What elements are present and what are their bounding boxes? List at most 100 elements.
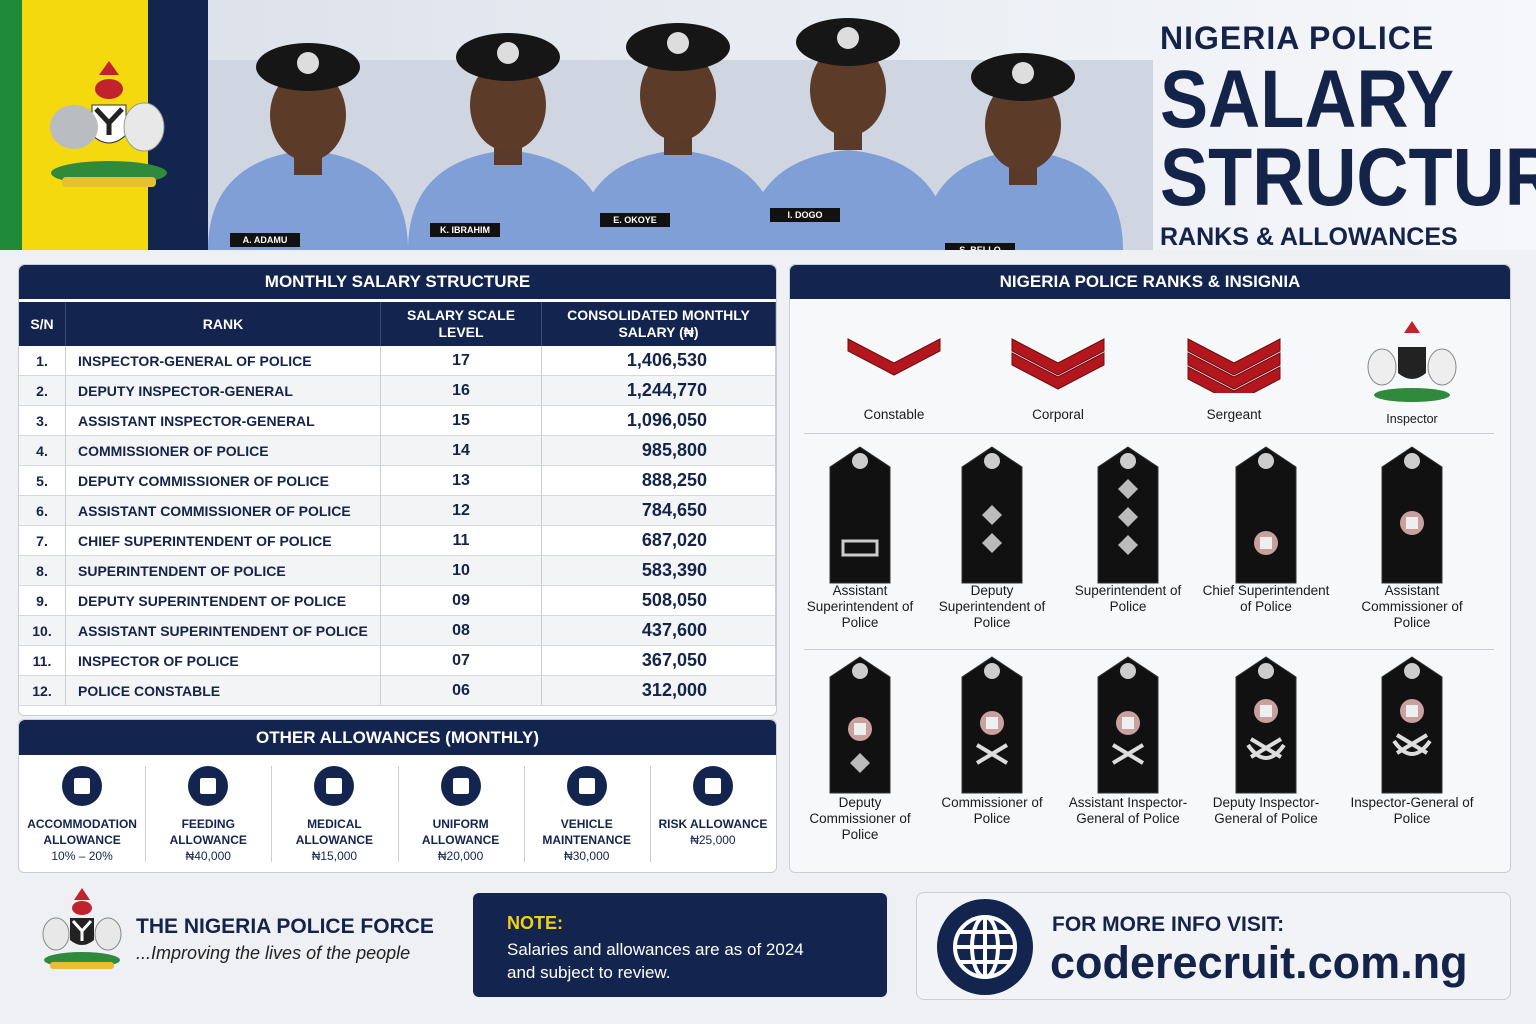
allowance: ACCOMMODATION ALLOWANCE 10% – 20% [23, 816, 141, 864]
allowances-panel: OTHER ALLOWANCES (MONTHLY) ACCOMMODATION… [18, 719, 777, 873]
rank-label: Constable [863, 407, 925, 422]
globe-icon [937, 899, 1033, 995]
allowance: MEDICAL ALLOWANCE ₦15,000 [275, 816, 393, 864]
salary: 1,096,050 [542, 406, 776, 436]
rank-label: Sergeant [1206, 407, 1262, 422]
row-number: 3. [19, 406, 66, 436]
name-tag: K. IBRAHIM [440, 225, 490, 235]
allowance-amount: ₦25,000 [690, 833, 736, 847]
note-box: NOTE: Salaries and allowances are as of … [473, 893, 887, 997]
rank-label: Commissioner of Police [941, 795, 1043, 826]
salary: 687,020 [542, 526, 776, 556]
rank-label: Assistant Commissioner of Police [1361, 583, 1463, 630]
row-number: 12. [19, 676, 66, 706]
scale-level: 06 [381, 676, 542, 706]
allowances-title: OTHER ALLOWANCES (MONTHLY) [19, 720, 776, 755]
allowance: UNIFORM ALLOWANCE ₦20,000 [402, 816, 520, 864]
rank-name: COMMISSIONER OF POLICE [66, 436, 381, 466]
allowance-name: RISK ALLOWANCE [658, 817, 768, 831]
salary: 583,390 [542, 556, 776, 586]
salary: 985,800 [542, 436, 776, 466]
rank-label: Assistant Superintendent of Police [806, 583, 914, 630]
allowance-icon [314, 766, 355, 806]
epaulette [961, 446, 1023, 584]
epaulette [1097, 656, 1159, 794]
allowance-icon [692, 766, 733, 806]
rank-name: DEPUTY COMMISSIONER OF POLICE [66, 466, 381, 496]
name-tag: S. BELLO [959, 245, 1001, 250]
org-name: THE NIGERIA POLICE FORCE [136, 915, 434, 938]
scale-level: 15 [381, 406, 542, 436]
allowance-amount: ₦15,000 [311, 849, 358, 863]
note-text: Salaries and allowances are as of 2024 a… [507, 940, 804, 982]
scale-level: 13 [381, 466, 542, 496]
allowance-name: ACCOMMODATION ALLOWANCE [27, 817, 137, 847]
title: SALARY [1160, 54, 1455, 145]
name-tag: E. OKOYE [613, 215, 657, 225]
salary: 437,600 [542, 616, 776, 646]
scale-level: 11 [381, 526, 542, 556]
flag-green [0, 0, 22, 250]
allowance: RISK ALLOWANCE ₦25,000 [654, 816, 772, 848]
row-number: 2. [19, 376, 66, 406]
chevron-insignia [1011, 338, 1105, 390]
allowance-divider [397, 766, 399, 862]
ranks-panel: NIGERIA POLICE RANKS & INSIGNIA Constabl… [789, 264, 1511, 873]
scale-level: 07 [381, 646, 542, 676]
salary: 367,050 [542, 646, 776, 676]
divider [804, 649, 1494, 650]
epaulette [1235, 656, 1297, 794]
allowance-amount: ₦30,000 [564, 849, 610, 863]
rank-name: DEPUTY INSPECTOR-GENERAL [66, 376, 381, 406]
rank-name: CHIEF SUPERINTENDENT OF POLICE [66, 526, 381, 556]
allowance-amount: ₦20,000 [437, 849, 484, 863]
subtitle: RANKS & ALLOWANCES [1160, 223, 1458, 251]
allowance: VEHICLE MAINTENANCE ₦30,000 [528, 816, 646, 864]
allowance-name: MEDICAL ALLOWANCE [295, 817, 374, 847]
column-header: RANK [66, 302, 381, 346]
allowance-divider [649, 766, 651, 862]
row-number: 4. [19, 436, 66, 466]
allowance: FEEDING ALLOWANCE ₦40,000 [149, 816, 267, 864]
epaulette [829, 446, 891, 584]
rank-label: Corporal [1032, 407, 1084, 422]
salary-table: MONTHLY SALARY STRUCTURE S/N RANK SALARY S… [18, 264, 777, 716]
row-number: 5. [19, 466, 66, 496]
table-title: MONTHLY SALARY STRUCTURE [19, 265, 776, 299]
rank-name: SUPERINTENDENT OF POLICE [66, 556, 381, 586]
chevron-insignia [1187, 338, 1281, 393]
epaulette [961, 656, 1023, 794]
row-number: 11. [19, 646, 66, 676]
scale-level: 16 [381, 376, 542, 406]
url[interactable]: coderecruit.com.ng [1050, 937, 1468, 988]
salary: 888,250 [542, 466, 776, 496]
scale-level: 10 [381, 556, 542, 586]
inspector-crest [1367, 321, 1457, 402]
rank-label: Deputy Superintendent of Police [938, 583, 1046, 630]
rank-label: Deputy Commissioner of Police [809, 795, 911, 842]
row-number: 10. [19, 616, 66, 646]
rank-name: DEPUTY SUPERINTENDENT OF POLICE [66, 586, 381, 616]
epaulette [1235, 446, 1297, 584]
scale-level: 14 [381, 436, 542, 466]
salary: 312,000 [542, 676, 776, 706]
row-number: 6. [19, 496, 66, 526]
info-label: FOR MORE INFO VISIT: [1052, 913, 1285, 936]
rank-name: INSPECTOR-GENERAL OF POLICE [66, 346, 381, 376]
row-number: 8. [19, 556, 66, 586]
allowance-name: UNIFORM ALLOWANCE [421, 817, 500, 847]
scale-level: 09 [381, 586, 542, 616]
allowance-icon [62, 766, 103, 806]
allowance-name: FEEDING ALLOWANCE [169, 817, 247, 847]
rank-name: ASSISTANT SUPERINTENDENT OF POLICE [66, 616, 381, 646]
name-tag: I. DOGO [787, 210, 822, 220]
salary: 784,650 [542, 496, 776, 526]
rank-label: Chief Superintendent of Police [1202, 583, 1330, 614]
allowance-amount: ₦40,000 [185, 849, 231, 863]
title: STRUCTURE [1160, 132, 1536, 223]
ranks-title: NIGERIA POLICE RANKS & INSIGNIA [790, 265, 1510, 299]
row-number: 7. [19, 526, 66, 556]
column-header: S/N [19, 302, 66, 346]
allowance-icon [566, 766, 607, 806]
